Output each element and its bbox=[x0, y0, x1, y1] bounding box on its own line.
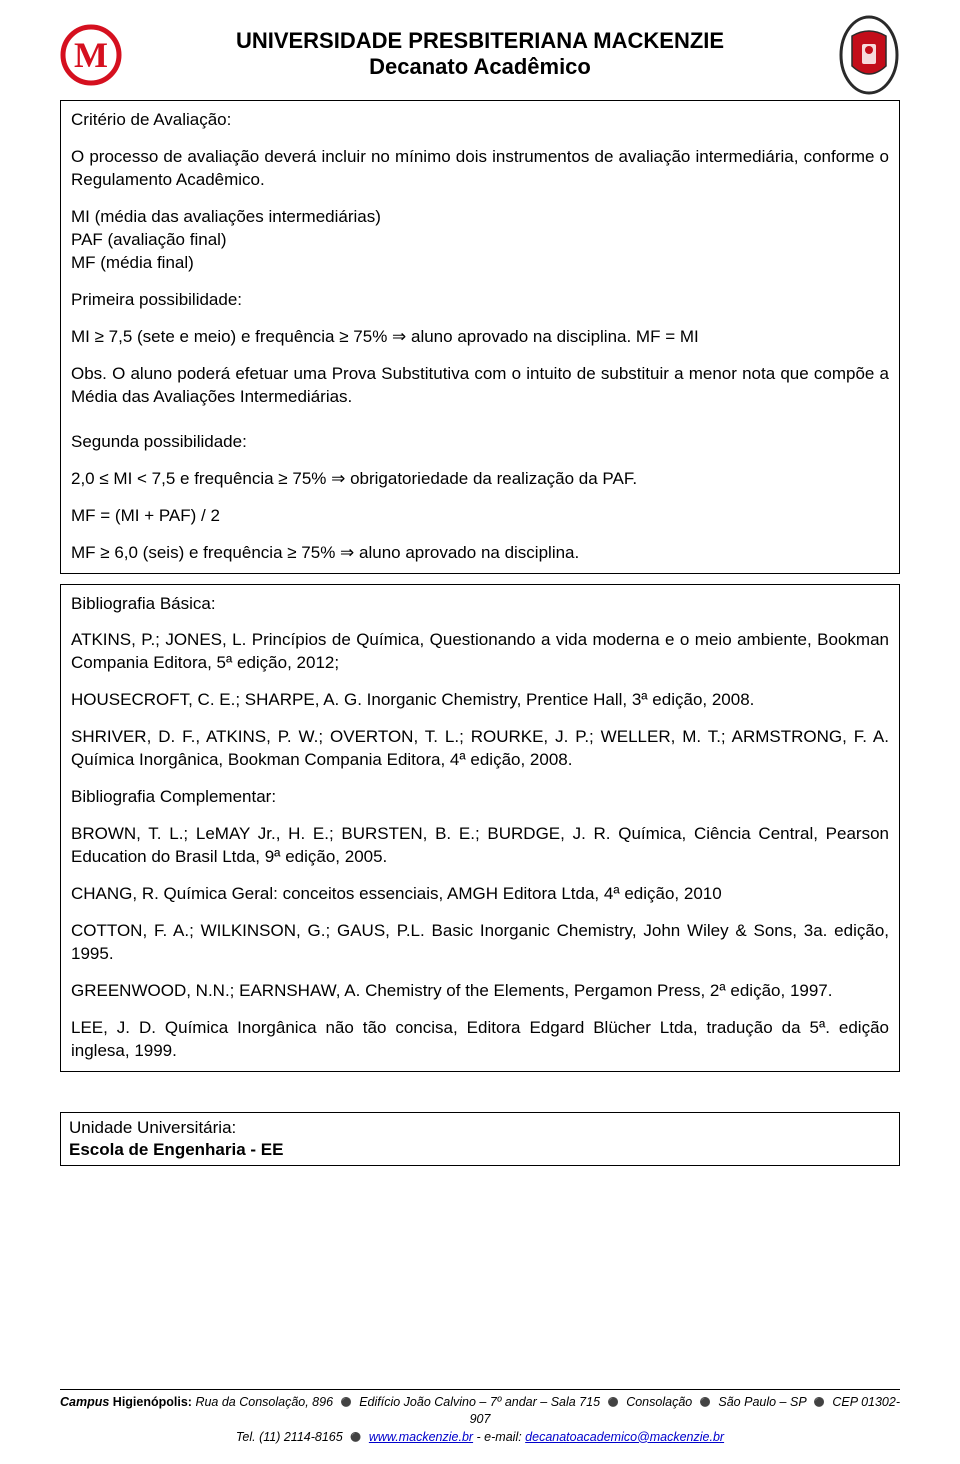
footer-addr1: Rua da Consolação, 896 bbox=[192, 1395, 337, 1409]
criterio-segunda-title: Segunda possibilidade: bbox=[71, 431, 889, 454]
criterio-primeira-rule: MI ≥ 7,5 (sete e meio) e frequência ≥ 75… bbox=[71, 326, 889, 349]
footer-website-link[interactable]: www.mackenzie.br bbox=[369, 1430, 473, 1444]
bibliografia-complementar-title: Bibliografia Complementar: bbox=[71, 786, 889, 809]
footer-campus-name: Higienópolis: bbox=[109, 1395, 192, 1409]
bib-basica-1: ATKINS, P.; JONES, L. Princípios de Quím… bbox=[71, 629, 889, 675]
footer-campus-label: Campus bbox=[60, 1395, 109, 1409]
footer-contact-line: Tel. (11) 2114-8165 ⚫ www.mackenzie.br -… bbox=[60, 1429, 900, 1447]
unidade-label: Unidade Universitária: bbox=[69, 1117, 891, 1139]
page-header: M UNIVERSIDADE PRESBITERIANA MACKENZIE D… bbox=[60, 20, 900, 80]
header-titles: UNIVERSIDADE PRESBITERIANA MACKENZIE Dec… bbox=[236, 20, 724, 80]
bibliografia-box: Bibliografia Básica: ATKINS, P.; JONES, … bbox=[60, 584, 900, 1072]
bib-compl-5: LEE, J. D. Química Inorgânica não tão co… bbox=[71, 1017, 889, 1063]
page: M UNIVERSIDADE PRESBITERIANA MACKENZIE D… bbox=[0, 0, 960, 1464]
criterio-primeira-title: Primeira possibilidade: bbox=[71, 289, 889, 312]
university-name: UNIVERSIDADE PRESBITERIANA MACKENZIE bbox=[236, 28, 724, 54]
bullet-icon: ⚫ bbox=[700, 1397, 711, 1407]
criterio-p1: O processo de avaliação deverá incluir n… bbox=[71, 146, 889, 192]
decanato-name: Decanato Acadêmico bbox=[236, 54, 724, 80]
criterio-mf-aprovado: MF ≥ 6,0 (seis) e frequência ≥ 75% ⇒ alu… bbox=[71, 542, 889, 565]
footer-email-link[interactable]: decanatoacademico@mackenzie.br bbox=[525, 1430, 724, 1444]
footer-tel: Tel. (11) 2114-8165 bbox=[236, 1430, 346, 1444]
footer-addr4: São Paulo – SP bbox=[715, 1395, 810, 1409]
svg-text:M: M bbox=[74, 35, 108, 75]
bullet-icon: ⚫ bbox=[608, 1397, 619, 1407]
bib-basica-2: HOUSECROFT, C. E.; SHARPE, A. G. Inorgan… bbox=[71, 689, 889, 712]
criterio-mf-formula: MF = (MI + PAF) / 2 bbox=[71, 505, 889, 528]
bullet-icon: ⚫ bbox=[341, 1397, 352, 1407]
bib-compl-3: COTTON, F. A.; WILKINSON, G.; GAUS, P.L.… bbox=[71, 920, 889, 966]
bullet-icon: ⚫ bbox=[814, 1397, 825, 1407]
crest-icon bbox=[838, 14, 900, 101]
logo-mackenzie-m-icon: M bbox=[60, 24, 122, 91]
page-footer: Campus Higienópolis: Rua da Consolação, … bbox=[60, 1389, 900, 1447]
bibliografia-basica-title: Bibliografia Básica: bbox=[71, 593, 889, 616]
criterio-obs: Obs. O aluno poderá efetuar uma Prova Su… bbox=[71, 363, 889, 409]
criterio-avaliacao-box: Critério de Avaliação: O processo de ava… bbox=[60, 100, 900, 573]
unidade-value: Escola de Engenharia - EE bbox=[69, 1139, 891, 1161]
footer-addr2: Edifício João Calvino – 7º andar – Sala … bbox=[356, 1395, 604, 1409]
footer-address-line: Campus Higienópolis: Rua da Consolação, … bbox=[60, 1394, 900, 1429]
footer-email-label: - e-mail: bbox=[473, 1430, 525, 1444]
bullet-icon: ⚫ bbox=[350, 1432, 361, 1442]
bib-compl-2: CHANG, R. Química Geral: conceitos essen… bbox=[71, 883, 889, 906]
footer-addr3: Consolação bbox=[623, 1395, 696, 1409]
bib-compl-1: BROWN, T. L.; LeMAY Jr., H. E.; BURSTEN,… bbox=[71, 823, 889, 869]
criterio-segunda-rule: 2,0 ≤ MI < 7,5 e frequência ≥ 75% ⇒ obri… bbox=[71, 468, 889, 491]
unidade-universitaria-box: Unidade Universitária: Escola de Engenha… bbox=[60, 1112, 900, 1166]
bib-compl-4: GREENWOOD, N.N.; EARNSHAW, A. Chemistry … bbox=[71, 980, 889, 1003]
criterio-title: Critério de Avaliação: bbox=[71, 109, 889, 132]
bib-basica-3: SHRIVER, D. F., ATKINS, P. W.; OVERTON, … bbox=[71, 726, 889, 772]
criterio-definitions: MI (média das avaliações intermediárias)… bbox=[71, 206, 889, 275]
